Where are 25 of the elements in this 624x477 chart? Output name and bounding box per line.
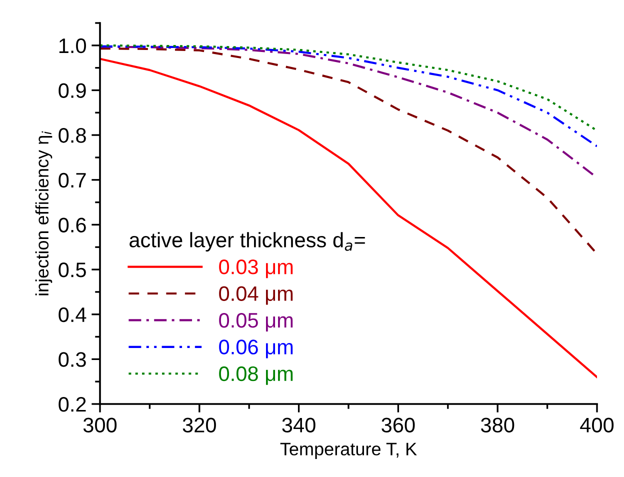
x-tick-label: 300 [83,418,117,432]
y-tick-label: 0.2 [58,397,86,412]
y-tick-label: 1.0 [59,38,86,54]
x-tick-label: 360 [382,418,415,432]
y-axis-title: injection efficiency η$_{i}$ [35,131,52,296]
x-tick-label: 340 [282,418,316,432]
y-tick-label: 0.8 [58,128,86,143]
legend-label: 0.06 μm [219,340,293,358]
y-tick-label: 0.7 [58,172,86,188]
y-tick-label: 0.5 [58,262,86,278]
line-series [100,45,597,148]
legend-label: 0.04 μm [219,286,293,305]
x-tick-label: 320 [182,418,216,432]
x-axis-title: Temperature T, K [280,442,417,459]
legend-label: 0.03 μm [219,260,293,278]
x-tick-label: 380 [481,418,514,432]
legend-title: active layer thickness d$_{a}$= [130,232,365,252]
legend-label: 0.08 μm [219,366,293,385]
line-series [100,44,597,132]
y-tick-label: 0.6 [58,218,86,232]
y-tick-label: 0.9 [58,83,86,98]
y-tick-label: 0.3 [58,352,86,367]
x-tick-label: 400 [580,418,614,432]
legend-label: 0.05 μm [219,312,293,332]
y-tick-label: 0.4 [58,307,86,322]
